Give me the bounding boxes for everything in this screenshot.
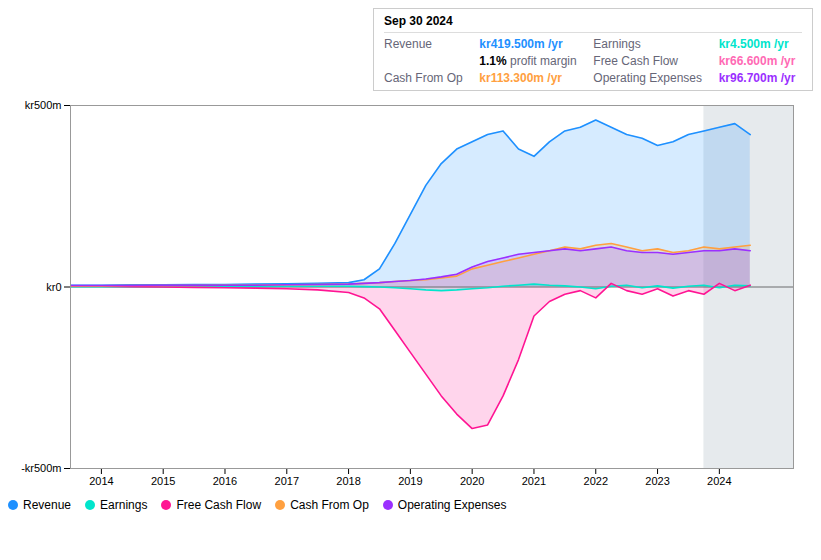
- svg-text:-kr500m: -kr500m: [21, 462, 61, 474]
- svg-text:2016: 2016: [213, 475, 237, 487]
- html-text:Cash From Op: Cash From Op: [290, 498, 369, 512]
- svg-text:2017: 2017: [275, 475, 299, 487]
- svg-text:2015: 2015: [151, 475, 175, 487]
- html-text:Cash From Op: Cash From Op: [384, 71, 463, 85]
- html-text:1.1% profit margin: 1.1% profit margin: [479, 54, 577, 68]
- html-text:Earnings: Earnings: [100, 498, 148, 512]
- svg-text:2019: 2019: [398, 475, 422, 487]
- svg-text:2022: 2022: [584, 475, 608, 487]
- svg-text:2014: 2014: [89, 475, 113, 487]
- html-text:Revenue: Revenue: [384, 37, 432, 51]
- svg-text:kr0: kr0: [46, 281, 61, 293]
- html-text:Sep 30 2024: Sep 30 2024: [384, 14, 453, 28]
- html-text:Operating Expenses: Operating Expenses: [397, 498, 507, 512]
- html-text:Revenue: Revenue: [23, 498, 71, 512]
- svg-text:2020: 2020: [460, 475, 484, 487]
- svg-text:2018: 2018: [336, 475, 360, 487]
- svg-text:2023: 2023: [645, 475, 669, 487]
- svg-text:2021: 2021: [522, 475, 546, 487]
- html-text:Earnings: Earnings: [593, 37, 641, 51]
- html-text:Free Cash Flow: Free Cash Flow: [176, 498, 262, 512]
- html-text:kr113.300m /yr: kr113.300m /yr: [479, 71, 562, 85]
- html-text:kr419.500m /yr: kr419.500m /yr: [479, 37, 563, 51]
- svg-text:2024: 2024: [707, 475, 731, 487]
- html-text:kr96.700m /yr: kr96.700m /yr: [718, 71, 796, 85]
- html-text:kr4.500m /yr: kr4.500m /yr: [718, 37, 789, 51]
- html-text:kr66.600m /yr: kr66.600m /yr: [718, 54, 796, 68]
- html-text:Operating Expenses: Operating Expenses: [593, 71, 702, 85]
- svg-text:kr500m: kr500m: [25, 99, 62, 111]
- html-text:Free Cash Flow: Free Cash Flow: [593, 54, 678, 68]
